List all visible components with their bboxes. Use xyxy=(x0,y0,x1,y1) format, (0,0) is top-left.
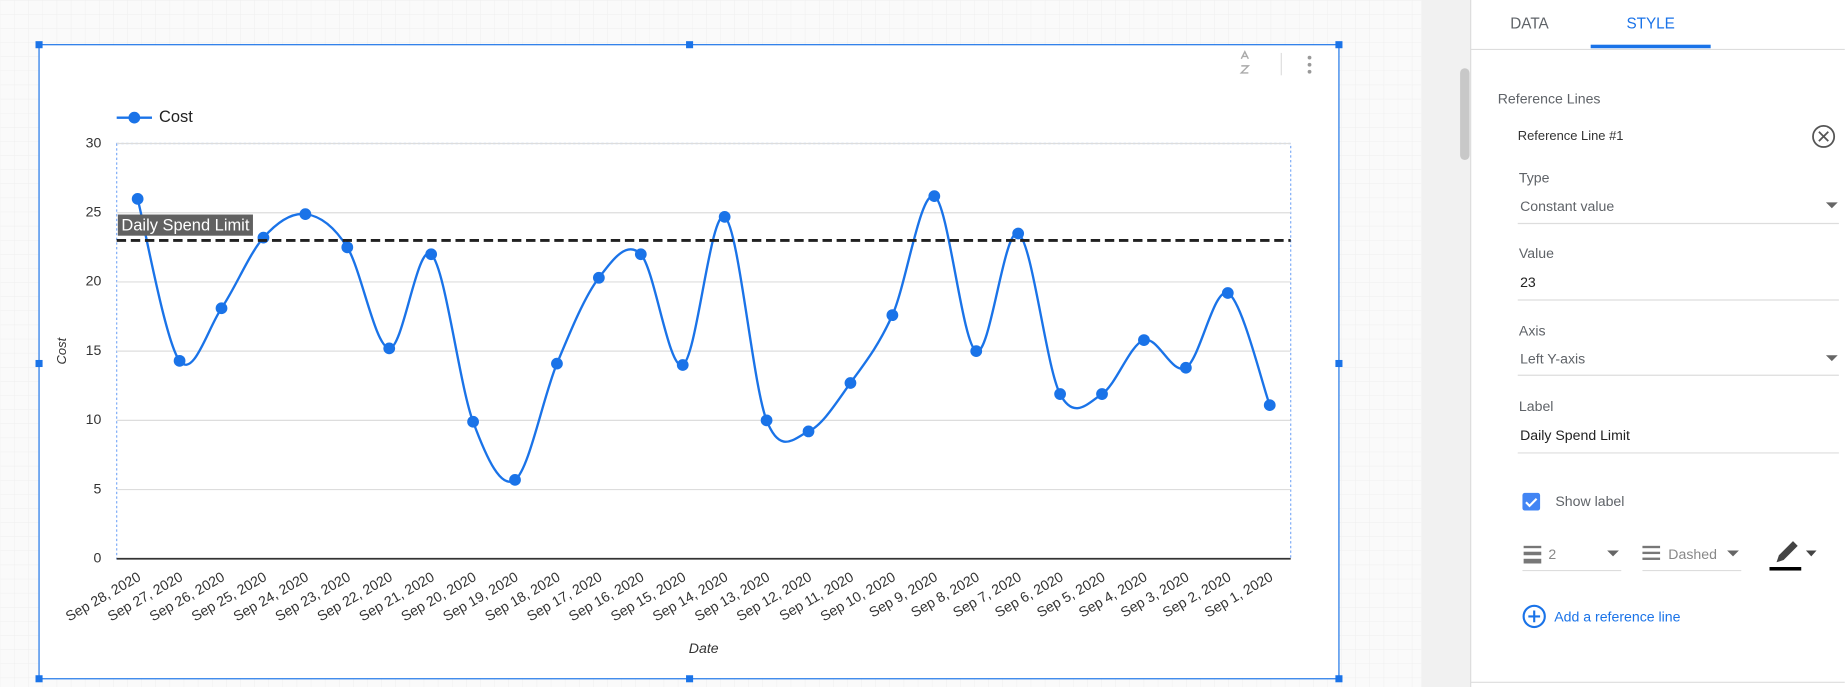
active-tab-indicator xyxy=(1590,44,1711,49)
tab[interactable]: DATA xyxy=(1510,16,1549,33)
add-icon[interactable] xyxy=(1522,604,1546,629)
data-point xyxy=(676,359,689,371)
data-point xyxy=(551,357,563,370)
y-tick-label: 25 xyxy=(86,203,102,219)
chart-frame[interactable] xyxy=(38,44,1340,680)
style-dropdown[interactable]: Dashed xyxy=(1668,546,1717,562)
y-tick-label: 15 xyxy=(86,342,102,358)
data-point xyxy=(1012,227,1025,240)
data-point xyxy=(1096,388,1108,400)
data-point xyxy=(1138,334,1150,346)
data-point xyxy=(1221,287,1234,299)
data-point xyxy=(425,248,438,261)
tab[interactable]: STYLE xyxy=(1626,16,1674,33)
style-icon xyxy=(1642,545,1661,560)
field-label: Label xyxy=(1519,398,1554,414)
data-point xyxy=(718,210,731,223)
dropdown-arrow[interactable] xyxy=(1607,550,1619,557)
data-point xyxy=(928,190,941,202)
data-point xyxy=(173,354,186,367)
y-tick-label: 10 xyxy=(86,411,102,427)
data-point xyxy=(467,415,479,428)
checkbox[interactable] xyxy=(1522,492,1541,511)
data-point xyxy=(341,241,354,254)
dropdown-arrow[interactable] xyxy=(1727,550,1739,557)
data-point xyxy=(760,414,773,427)
add-reference-line[interactable]: Add a reference line xyxy=(1554,608,1680,624)
data-point xyxy=(1263,399,1276,412)
checkmark xyxy=(1525,498,1538,508)
y-axis-title: Cost xyxy=(54,336,69,364)
weight-dropdown[interactable]: 2 xyxy=(1548,546,1556,562)
dropdown-arrow[interactable] xyxy=(1825,355,1838,362)
text-input[interactable]: Daily Spend Limit xyxy=(1520,427,1630,443)
dropdown[interactable]: Constant value xyxy=(1520,198,1614,214)
more-menu[interactable] xyxy=(1307,55,1312,74)
y-tick-label: 20 xyxy=(86,273,102,289)
data-point xyxy=(802,425,815,438)
reference-label: Daily Spend Limit xyxy=(121,217,249,235)
data-point xyxy=(131,193,144,205)
y-tick-label: 0 xyxy=(94,550,102,566)
field-label: Value xyxy=(1519,245,1554,261)
scrollbar[interactable] xyxy=(1460,68,1470,160)
data-point xyxy=(592,271,605,284)
item-title: Reference Line #1 xyxy=(1518,128,1624,143)
data-point xyxy=(299,208,312,220)
data-point xyxy=(886,309,899,322)
style-panel xyxy=(1470,0,1845,687)
y-tick-label: 30 xyxy=(86,134,102,150)
reference-label-bg xyxy=(117,214,253,236)
dropdown[interactable]: Left Y-axis xyxy=(1520,351,1585,367)
data-point xyxy=(844,377,857,389)
data-point xyxy=(215,302,228,315)
data-point xyxy=(1179,361,1192,374)
x-axis-title: Date xyxy=(689,640,719,656)
sort-icon[interactable] xyxy=(1239,50,1251,74)
color-picker[interactable] xyxy=(1769,541,1817,571)
data-point xyxy=(1054,388,1066,400)
weight-icon xyxy=(1523,545,1542,564)
remove-button[interactable] xyxy=(1812,124,1836,148)
text-input[interactable]: 23 xyxy=(1520,274,1536,290)
section-title: Reference Lines xyxy=(1498,91,1601,107)
resize-handles[interactable] xyxy=(35,41,1343,683)
dropdown-arrow[interactable] xyxy=(1825,202,1838,209)
data-point xyxy=(634,248,647,261)
field-label: Axis xyxy=(1519,322,1546,338)
y-tick-label: 5 xyxy=(94,480,102,496)
data-point xyxy=(509,473,521,486)
data-point xyxy=(970,345,983,358)
legend-label: Cost xyxy=(159,108,193,126)
legend-marker xyxy=(128,111,141,124)
checkbox-label: Show label xyxy=(1555,493,1624,509)
field-label: Type xyxy=(1519,170,1550,186)
data-point xyxy=(383,342,396,355)
